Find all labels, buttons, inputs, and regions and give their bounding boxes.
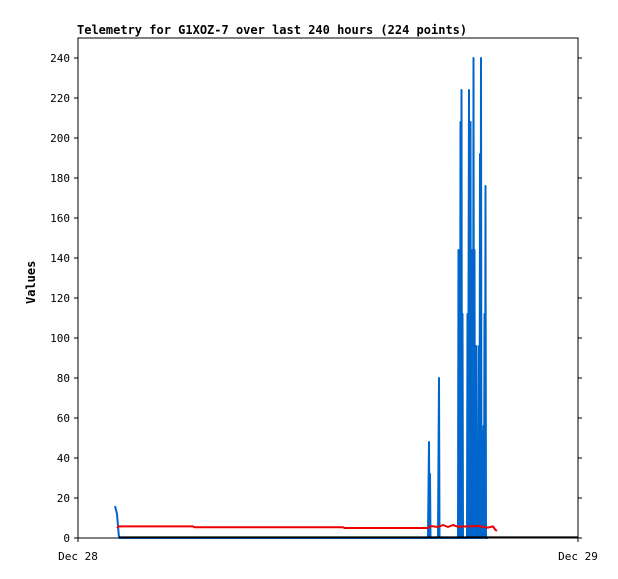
y-tick-label: 60: [57, 412, 70, 425]
y-tick-label: 80: [57, 372, 70, 385]
y-tick-label: 240: [50, 52, 70, 65]
chart-title: Telemetry for G1XOZ-7 over last 240 hour…: [77, 23, 468, 37]
series-line-0: [114, 57, 488, 539]
x-tick-label: Dec 29: [558, 550, 598, 563]
y-tick-label: 120: [50, 292, 70, 305]
y-tick-label: 180: [50, 172, 70, 185]
series-line-1: [116, 524, 498, 532]
plot-border: [77, 37, 579, 539]
y-tick-label: 0: [63, 532, 70, 545]
y-tick-label: 200: [50, 132, 70, 145]
plot-frame: [77, 37, 579, 539]
y-tick-label: 100: [50, 332, 70, 345]
y-tick-label: 20: [57, 492, 70, 505]
x-axis: Dec 28 Dec 29: [58, 538, 598, 563]
y-axis: 0 20 40 60 80 100 120 140 160 180 200 220 240: [50, 52, 582, 545]
series-layer: [114, 57, 578, 539]
y-tick-label: 140: [50, 252, 70, 265]
y-tick-label: 40: [57, 452, 70, 465]
x-tick-label: Dec 28: [58, 550, 98, 563]
y-tick-label: 220: [50, 92, 70, 105]
y-tick-label: 160: [50, 212, 70, 225]
